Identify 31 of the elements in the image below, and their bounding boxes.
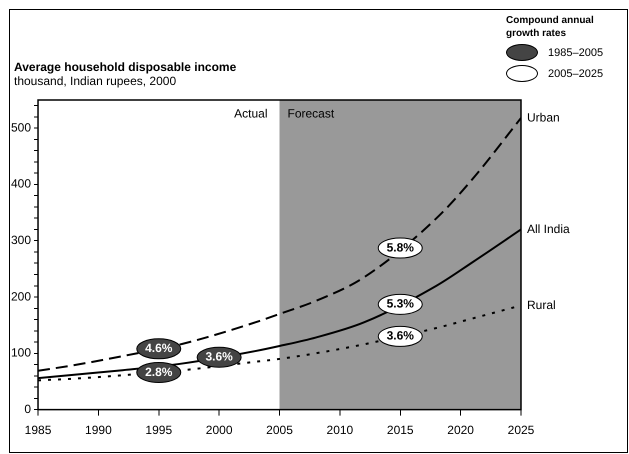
annotation: 2.8% <box>145 364 173 379</box>
series-label: Urban <box>527 110 560 124</box>
annotation: 5.8% <box>386 240 414 254</box>
annotation: 4.6% <box>145 341 173 356</box>
y-tick-label: 300 <box>10 233 32 248</box>
chart-subtitle: thousand, Indian rupees, 2000 <box>14 74 178 88</box>
band-label: Forecast <box>288 106 335 120</box>
x-tick-label: 2025 <box>508 423 535 438</box>
annotation: 5.3% <box>386 296 414 311</box>
annotation: 3.6% <box>205 350 234 364</box>
series-label: All India <box>527 222 570 236</box>
x-tick-label: 2020 <box>447 423 474 438</box>
annotation: 3.6% <box>386 328 414 343</box>
y-tick-label: 500 <box>10 120 32 134</box>
legend-title: Compound annual growth rates <box>506 14 595 40</box>
y-tick-label: 400 <box>10 176 32 191</box>
x-tick-label: 1990 <box>85 423 112 438</box>
y-tick-label: 100 <box>10 346 32 360</box>
x-tick-label: 2010 <box>326 423 354 438</box>
x-tick-label: 1985 <box>24 423 52 438</box>
text: 1985–2005 <box>548 46 604 58</box>
x-tick-label: 2000 <box>206 423 233 438</box>
y-tick-label: 200 <box>10 289 32 304</box>
x-tick-label: 1995 <box>145 423 172 438</box>
y-tick-label: 0 <box>24 402 32 416</box>
x-tick-label: 2005 <box>266 423 294 438</box>
annotation: Actual <box>234 106 268 120</box>
chart-title: Average household disposable income <box>14 60 236 74</box>
x-tick-label: 2015 <box>386 423 414 438</box>
series-label: Rural <box>527 298 556 312</box>
text: 2005–2025 <box>548 68 604 80</box>
